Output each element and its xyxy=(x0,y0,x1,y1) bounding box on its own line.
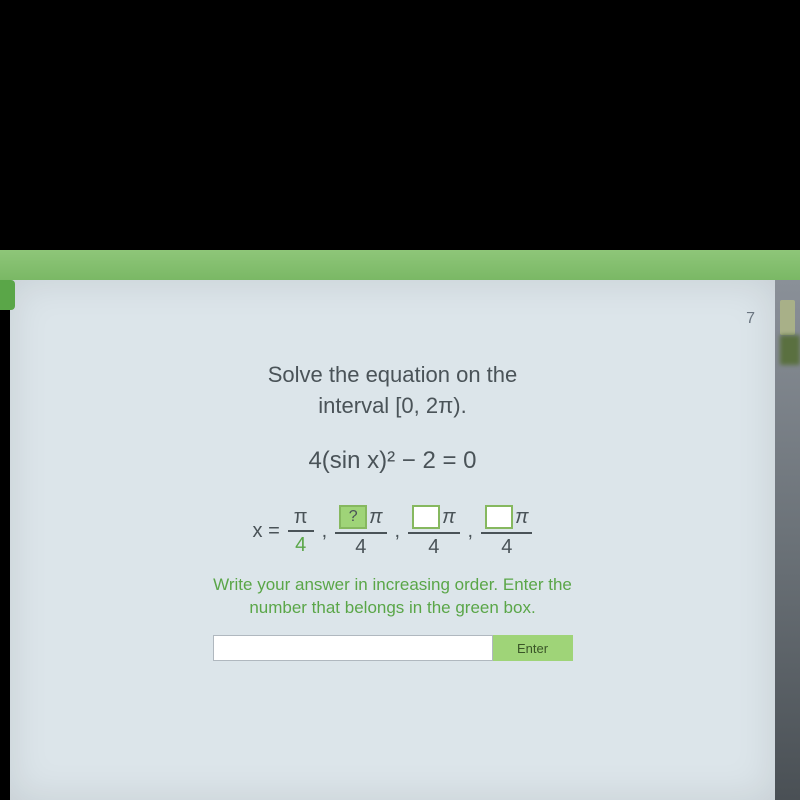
frac1-den: 4 xyxy=(289,532,312,556)
side-button[interactable] xyxy=(0,280,15,310)
fraction-2: ? π 4 xyxy=(335,505,386,558)
fraction-1: π 4 xyxy=(288,506,314,556)
pi-3: π xyxy=(442,506,455,529)
pi-4: π xyxy=(515,506,528,529)
comma-3: , xyxy=(468,520,474,543)
pi-2: π xyxy=(369,506,382,529)
browser-tab-bar xyxy=(0,250,800,280)
frac2-num: ? π xyxy=(335,505,386,534)
frac3-den: 4 xyxy=(422,534,445,558)
x-equals: x = xyxy=(253,520,280,543)
answer-box-1[interactable]: ? xyxy=(339,505,367,529)
comma-1: , xyxy=(322,520,328,543)
answer-box-3[interactable] xyxy=(485,505,513,529)
instruction-line1: Write your answer in increasing order. E… xyxy=(213,575,572,594)
equation: 4(sin x)² − 2 = 0 xyxy=(133,447,653,475)
solution-row: x = π 4 , ? π 4 , π 4 , xyxy=(133,505,653,558)
answer-input[interactable] xyxy=(213,635,493,661)
content-area: Solve the equation on the interval [0, 2… xyxy=(133,360,653,661)
problem-line2: interval [0, 2π). xyxy=(318,393,466,418)
instruction-line2: number that belongs in the green box. xyxy=(249,598,535,617)
app-frame: 7 Solve the equation on the interval [0,… xyxy=(10,280,775,800)
plant-blur xyxy=(780,335,800,365)
problem-text: Solve the equation on the interval [0, 2… xyxy=(133,360,653,422)
frac2-den: 4 xyxy=(349,534,372,558)
page-number: 7 xyxy=(746,310,755,328)
top-black-region xyxy=(0,0,800,240)
instruction-text: Write your answer in increasing order. E… xyxy=(133,573,653,621)
answer-box-2[interactable] xyxy=(412,505,440,529)
fraction-3: π 4 xyxy=(408,505,459,558)
fraction-4: π 4 xyxy=(481,505,532,558)
comma-2: , xyxy=(395,520,401,543)
input-row: Enter xyxy=(133,635,653,661)
frac4-num: π xyxy=(481,505,532,534)
problem-line1: Solve the equation on the xyxy=(268,362,518,387)
enter-button[interactable]: Enter xyxy=(493,635,573,661)
right-tab xyxy=(780,300,795,335)
frac1-num: π xyxy=(288,506,314,532)
frac3-num: π xyxy=(408,505,459,534)
frac4-den: 4 xyxy=(495,534,518,558)
